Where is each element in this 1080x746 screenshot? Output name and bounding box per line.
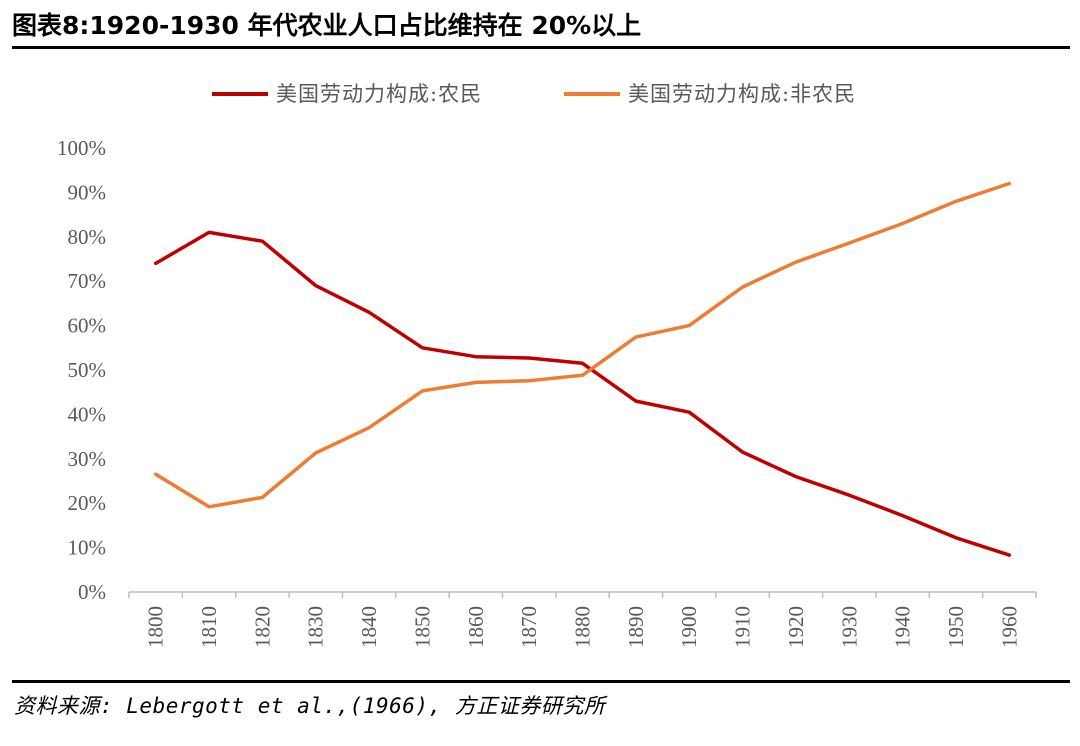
x-tick-label: 1860 [464, 606, 488, 648]
footer-rule [12, 680, 1070, 683]
x-tick-label: 1900 [677, 606, 701, 648]
y-tick-label: 30% [68, 447, 107, 471]
x-tick-label: 1890 [624, 606, 648, 648]
y-tick-label: 100% [57, 136, 106, 160]
line-chart: 美国劳动力构成:农民 美国劳动力构成:非农民 0% 10% 20% 30% 40% 50%… [57, 82, 1037, 648]
chart-title: 图表8:1920-1930 年代农业人口占比维持在 20%以上 [12, 11, 642, 40]
x-tick-label: 1920 [784, 606, 808, 648]
series-line-nonfarm [153, 181, 1012, 509]
title-bar: 图表8:1920-1930 年代农业人口占比维持在 20%以上 [12, 8, 1070, 48]
x-tick-label: 1960 [997, 606, 1021, 648]
x-axis-ticks: 1800 1810 1820 1830 1840 1850 1860 1870 1880 1890… [128, 592, 1037, 648]
y-tick-label: 90% [68, 180, 107, 204]
x-tick-label: 1950 [944, 606, 968, 648]
series-line-farm [153, 230, 1012, 557]
legend-label-farm: 美国劳动力构成:农民 [276, 82, 482, 106]
x-tick-label: 1800 [144, 606, 168, 648]
x-tick-label: 1850 [410, 606, 434, 648]
title-rule [12, 46, 1070, 49]
legend: 美国劳动力构成:农民 美国劳动力构成:非农民 [212, 82, 856, 106]
x-tick-label: 1830 [304, 606, 328, 648]
source-note: 资料来源: Lebergott et al.,(1966), 方正证券研究所 [14, 694, 606, 718]
y-axis-ticks: 0% 10% 20% 30% 40% 50% 60% 70% 80% 90% 100% [57, 136, 106, 604]
x-tick-label: 1840 [357, 606, 381, 648]
x-tick-label: 1820 [250, 606, 274, 648]
x-tick-label: 1880 [571, 606, 595, 648]
series-lines [153, 181, 1012, 557]
y-tick-label: 10% [68, 536, 107, 560]
y-tick-label: 40% [68, 402, 107, 426]
x-tick-label: 1810 [197, 606, 221, 648]
x-tick-label: 1940 [891, 606, 915, 648]
x-tick-label: 1930 [837, 606, 861, 648]
y-tick-label: 20% [68, 491, 107, 515]
y-tick-label: 60% [68, 314, 107, 338]
legend-label-nonfarm: 美国劳动力构成:非农民 [628, 82, 856, 106]
x-tick-label: 1910 [731, 606, 755, 648]
y-tick-label: 70% [68, 269, 107, 293]
x-tick-label: 1870 [517, 606, 541, 648]
y-tick-label: 80% [68, 225, 107, 249]
y-tick-label: 50% [68, 358, 107, 382]
y-tick-label: 0% [78, 580, 106, 604]
